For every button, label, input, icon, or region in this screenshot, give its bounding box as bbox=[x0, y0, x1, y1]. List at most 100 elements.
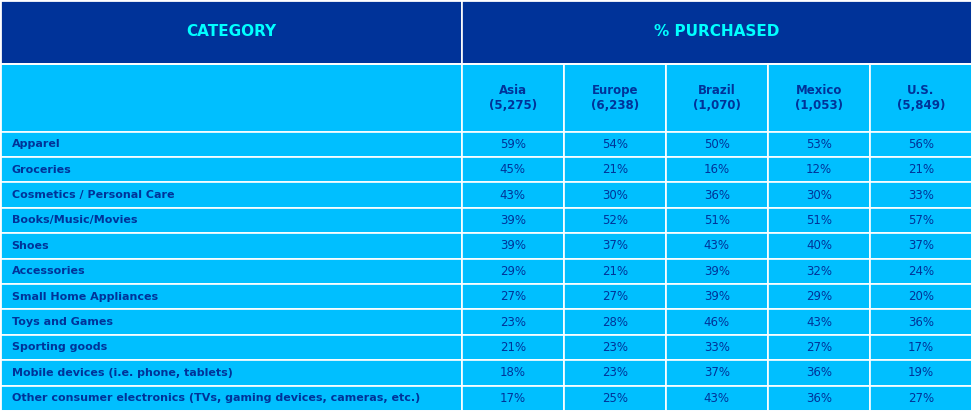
Bar bbox=[666, 182, 768, 208]
Text: 24%: 24% bbox=[908, 265, 934, 278]
Bar bbox=[870, 208, 972, 233]
Text: 37%: 37% bbox=[908, 239, 934, 252]
Bar bbox=[768, 335, 870, 360]
Bar bbox=[0, 309, 462, 335]
Bar bbox=[870, 182, 972, 208]
Bar bbox=[870, 360, 972, 386]
Text: 30%: 30% bbox=[806, 189, 832, 201]
Bar bbox=[0, 132, 462, 157]
Bar bbox=[0, 360, 462, 386]
Bar bbox=[768, 64, 870, 132]
Bar bbox=[768, 233, 870, 259]
Text: 53%: 53% bbox=[806, 138, 832, 151]
Bar bbox=[462, 259, 564, 284]
Text: 45%: 45% bbox=[500, 163, 526, 176]
Text: Cosmetics / Personal Care: Cosmetics / Personal Care bbox=[12, 190, 174, 200]
Bar bbox=[768, 360, 870, 386]
Bar bbox=[666, 386, 768, 411]
Text: 33%: 33% bbox=[704, 341, 730, 354]
Bar bbox=[870, 386, 972, 411]
Bar bbox=[870, 132, 972, 157]
Bar bbox=[0, 64, 462, 132]
Text: 43%: 43% bbox=[500, 189, 526, 201]
Bar bbox=[462, 132, 564, 157]
Bar bbox=[666, 335, 768, 360]
Bar bbox=[870, 157, 972, 182]
Text: 27%: 27% bbox=[602, 290, 628, 303]
Text: 37%: 37% bbox=[602, 239, 628, 252]
Text: 46%: 46% bbox=[704, 316, 730, 328]
Bar bbox=[870, 233, 972, 259]
Text: 27%: 27% bbox=[806, 341, 832, 354]
Text: 23%: 23% bbox=[602, 341, 628, 354]
Text: 36%: 36% bbox=[806, 366, 832, 379]
Bar bbox=[462, 182, 564, 208]
Text: Groceries: Groceries bbox=[12, 165, 71, 175]
Bar bbox=[462, 233, 564, 259]
Bar bbox=[0, 182, 462, 208]
Bar bbox=[768, 309, 870, 335]
Bar bbox=[666, 284, 768, 309]
Bar bbox=[0, 233, 462, 259]
Bar bbox=[462, 0, 972, 64]
Text: 39%: 39% bbox=[500, 239, 526, 252]
Bar bbox=[870, 259, 972, 284]
Bar bbox=[0, 0, 462, 64]
Text: 12%: 12% bbox=[806, 163, 832, 176]
Text: 57%: 57% bbox=[908, 214, 934, 227]
Bar bbox=[768, 208, 870, 233]
Text: 39%: 39% bbox=[500, 214, 526, 227]
Text: 39%: 39% bbox=[704, 290, 730, 303]
Bar bbox=[462, 284, 564, 309]
Bar bbox=[564, 284, 666, 309]
Bar bbox=[462, 309, 564, 335]
Text: 54%: 54% bbox=[602, 138, 628, 151]
Text: 51%: 51% bbox=[806, 214, 832, 227]
Bar bbox=[768, 284, 870, 309]
Text: Books/Music/Movies: Books/Music/Movies bbox=[12, 215, 137, 226]
Bar bbox=[564, 182, 666, 208]
Text: 21%: 21% bbox=[602, 163, 628, 176]
Text: 27%: 27% bbox=[908, 392, 934, 405]
Bar bbox=[666, 64, 768, 132]
Text: Small Home Appliances: Small Home Appliances bbox=[12, 292, 157, 302]
Bar bbox=[666, 360, 768, 386]
Bar bbox=[462, 208, 564, 233]
Text: 39%: 39% bbox=[704, 265, 730, 278]
Text: 50%: 50% bbox=[704, 138, 730, 151]
Text: Accessories: Accessories bbox=[12, 266, 86, 276]
Bar bbox=[768, 132, 870, 157]
Bar bbox=[666, 233, 768, 259]
Text: 21%: 21% bbox=[602, 265, 628, 278]
Bar bbox=[666, 132, 768, 157]
Text: Brazil
(1,070): Brazil (1,070) bbox=[693, 83, 741, 112]
Bar bbox=[0, 335, 462, 360]
Text: Mexico
(1,053): Mexico (1,053) bbox=[795, 83, 843, 112]
Bar bbox=[666, 309, 768, 335]
Bar bbox=[564, 360, 666, 386]
Text: 23%: 23% bbox=[602, 366, 628, 379]
Text: U.S.
(5,849): U.S. (5,849) bbox=[897, 83, 945, 112]
Bar bbox=[564, 208, 666, 233]
Text: % PURCHASED: % PURCHASED bbox=[654, 24, 780, 39]
Text: 59%: 59% bbox=[500, 138, 526, 151]
Bar bbox=[564, 233, 666, 259]
Bar bbox=[0, 284, 462, 309]
Bar bbox=[768, 386, 870, 411]
Bar bbox=[768, 157, 870, 182]
Bar bbox=[666, 208, 768, 233]
Bar bbox=[0, 157, 462, 182]
Bar bbox=[870, 284, 972, 309]
Text: 33%: 33% bbox=[908, 189, 934, 201]
Bar bbox=[462, 157, 564, 182]
Text: 52%: 52% bbox=[602, 214, 628, 227]
Bar bbox=[666, 259, 768, 284]
Text: 17%: 17% bbox=[500, 392, 526, 405]
Text: 25%: 25% bbox=[602, 392, 628, 405]
Text: 40%: 40% bbox=[806, 239, 832, 252]
Text: 36%: 36% bbox=[908, 316, 934, 328]
Bar bbox=[0, 259, 462, 284]
Bar bbox=[768, 259, 870, 284]
Bar bbox=[462, 386, 564, 411]
Text: 17%: 17% bbox=[908, 341, 934, 354]
